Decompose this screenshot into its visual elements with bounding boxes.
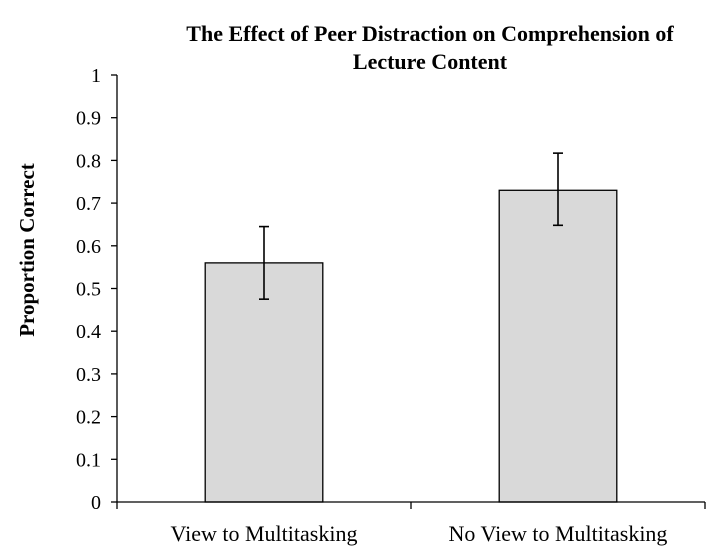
- chart-title: The Effect of Peer Distraction on Compre…: [186, 21, 674, 74]
- x-axis: [116, 501, 706, 509]
- chart-title-line-1: The Effect of Peer Distraction on Compre…: [186, 21, 674, 46]
- y-tick-label: 0.5: [76, 279, 101, 301]
- bars-group: [204, 189, 618, 503]
- y-tick-label: 0.1: [76, 449, 101, 471]
- category-label: View to Multitasking: [171, 521, 358, 546]
- y-tick-label: 0.8: [76, 150, 101, 172]
- y-tick-label: 0.7: [76, 193, 101, 215]
- category-label: No View to Multitasking: [449, 521, 668, 546]
- y-tick-label: 0.9: [76, 108, 101, 130]
- y-tick-label: 0.2: [76, 407, 101, 429]
- y-tick-label: 0.3: [76, 364, 101, 386]
- bar: [204, 262, 324, 503]
- bar: [498, 189, 618, 503]
- y-tick-label: 0: [91, 492, 101, 514]
- y-tick-label: 1: [91, 65, 101, 87]
- category-labels: View to Multitasking No View to Multitask…: [171, 521, 668, 546]
- y-tick-label: 0.6: [76, 236, 101, 258]
- error-bars-group: [259, 152, 563, 300]
- chart-title-line-2: Lecture Content: [353, 49, 508, 74]
- y-axis-ticks: 0 0.1 0.2 0.3 0.4 0.5 0.6 0.7 0.8 0.9 1: [76, 65, 118, 514]
- y-axis-label: Proportion Correct: [15, 163, 39, 337]
- y-tick-label: 0.4: [76, 321, 101, 343]
